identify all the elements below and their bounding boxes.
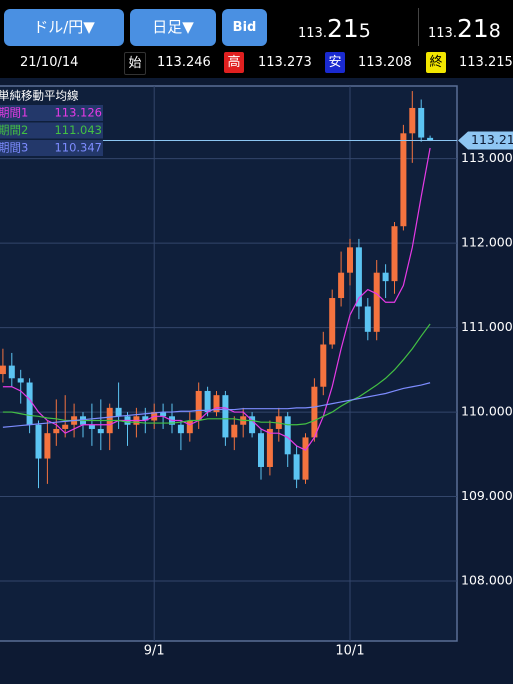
high-value: 113.273 bbox=[258, 55, 312, 70]
pair-button[interactable]: ドル/円▼ bbox=[4, 9, 124, 46]
legend-label: 期間2 bbox=[0, 123, 28, 137]
candle-body bbox=[35, 424, 42, 459]
plot-area bbox=[0, 85, 458, 642]
candle-body bbox=[373, 272, 380, 332]
candle-body bbox=[0, 365, 6, 375]
period-button[interactable]: 日足▼ bbox=[130, 9, 216, 46]
candle-body bbox=[213, 395, 220, 413]
separator bbox=[418, 8, 419, 46]
chart: 9/1 10/1 108.000 109.000 110.000 111.000 112.0… bbox=[0, 78, 513, 684]
x-tick-label: 10/1 bbox=[335, 644, 364, 659]
bid-button[interactable]: Bid bbox=[222, 9, 267, 46]
candle-body bbox=[320, 344, 327, 387]
y-tick-label: 108.000 bbox=[461, 573, 513, 588]
legend-value: 110.347 bbox=[54, 141, 102, 155]
candle-body bbox=[311, 386, 318, 438]
legend-title: 単純移動平均線 bbox=[0, 89, 79, 103]
candle-body bbox=[177, 424, 184, 434]
candle-body bbox=[8, 365, 15, 379]
candle-body bbox=[222, 395, 229, 438]
toolbar: ドル/円▼ 日足▼ Bid 113.215 113.218 bbox=[0, 0, 513, 48]
ask-big: 21 bbox=[456, 14, 489, 43]
legend-label: 期間1 bbox=[0, 106, 28, 120]
date: 21/10/14 bbox=[20, 55, 79, 70]
candle-body bbox=[302, 437, 309, 480]
candle-body bbox=[427, 137, 434, 141]
ask-prefix: 113. bbox=[428, 26, 457, 41]
candle-body bbox=[400, 133, 407, 227]
candle-body bbox=[62, 424, 69, 429]
candle-body bbox=[284, 416, 291, 455]
candle-body bbox=[44, 433, 51, 459]
ask-last: 8 bbox=[488, 20, 501, 42]
candle-body bbox=[364, 306, 371, 332]
close-value: 113.215 bbox=[459, 55, 513, 70]
legend-value: 111.043 bbox=[54, 123, 102, 137]
legend-title-bg bbox=[0, 88, 103, 104]
moving-average-line bbox=[2, 147, 431, 451]
y-tick-label: 113.000 bbox=[461, 150, 513, 165]
candle-body bbox=[231, 424, 238, 438]
candle-body bbox=[391, 226, 398, 282]
current-price-tag bbox=[458, 131, 513, 150]
low-badge: 安 bbox=[325, 52, 345, 73]
open-value: 113.246 bbox=[157, 55, 211, 70]
bid-prefix: 113. bbox=[298, 26, 327, 41]
legend-row-bg bbox=[0, 122, 103, 139]
candle-body bbox=[355, 247, 362, 307]
current-price-label: 113.21 bbox=[471, 132, 513, 147]
bid-last: 5 bbox=[358, 20, 371, 42]
y-tick-label: 111.000 bbox=[461, 319, 513, 334]
moving-average-line bbox=[2, 382, 431, 428]
y-tick-label: 112.000 bbox=[461, 235, 513, 250]
legend-label: 期間3 bbox=[0, 141, 28, 155]
candle-body bbox=[418, 107, 425, 138]
candle-body bbox=[26, 382, 33, 425]
candle-body bbox=[195, 390, 202, 421]
candle-body bbox=[329, 298, 336, 345]
candle-body bbox=[115, 407, 122, 417]
candle-body bbox=[160, 412, 167, 417]
candle-body bbox=[338, 272, 345, 299]
open-badge: 始 bbox=[124, 52, 146, 75]
candle-body bbox=[249, 416, 256, 434]
candle-body bbox=[142, 416, 149, 421]
candle-body bbox=[88, 424, 95, 429]
candle-body bbox=[97, 428, 104, 434]
candle-body bbox=[53, 428, 60, 434]
y-tick-label: 109.000 bbox=[461, 488, 513, 503]
high-badge: 高 bbox=[224, 52, 244, 73]
legend-row-bg bbox=[0, 105, 103, 121]
close-badge: 終 bbox=[426, 52, 446, 73]
candle-body bbox=[347, 247, 353, 273]
legend-value: 113.126 bbox=[54, 106, 102, 120]
bid-big: 21 bbox=[326, 14, 359, 43]
candle-body bbox=[409, 107, 416, 134]
candle-body bbox=[204, 390, 211, 413]
bid-price: 113.215 bbox=[298, 14, 371, 43]
legend-row-bg bbox=[0, 140, 103, 156]
ask-price: 113.218 bbox=[428, 14, 501, 43]
candle-body bbox=[17, 378, 24, 383]
candle-body bbox=[186, 420, 193, 434]
candle-body bbox=[258, 433, 264, 467]
candle-body bbox=[293, 454, 300, 480]
ohlc-row: 21/10/14 始 113.246 高 113.273 安 113.208 終… bbox=[0, 49, 513, 77]
y-tick-label: 110.000 bbox=[461, 404, 513, 419]
candle-body bbox=[382, 272, 389, 282]
candle-body bbox=[266, 428, 273, 467]
low-value: 113.208 bbox=[358, 55, 412, 70]
x-tick-label: 9/1 bbox=[144, 644, 165, 659]
